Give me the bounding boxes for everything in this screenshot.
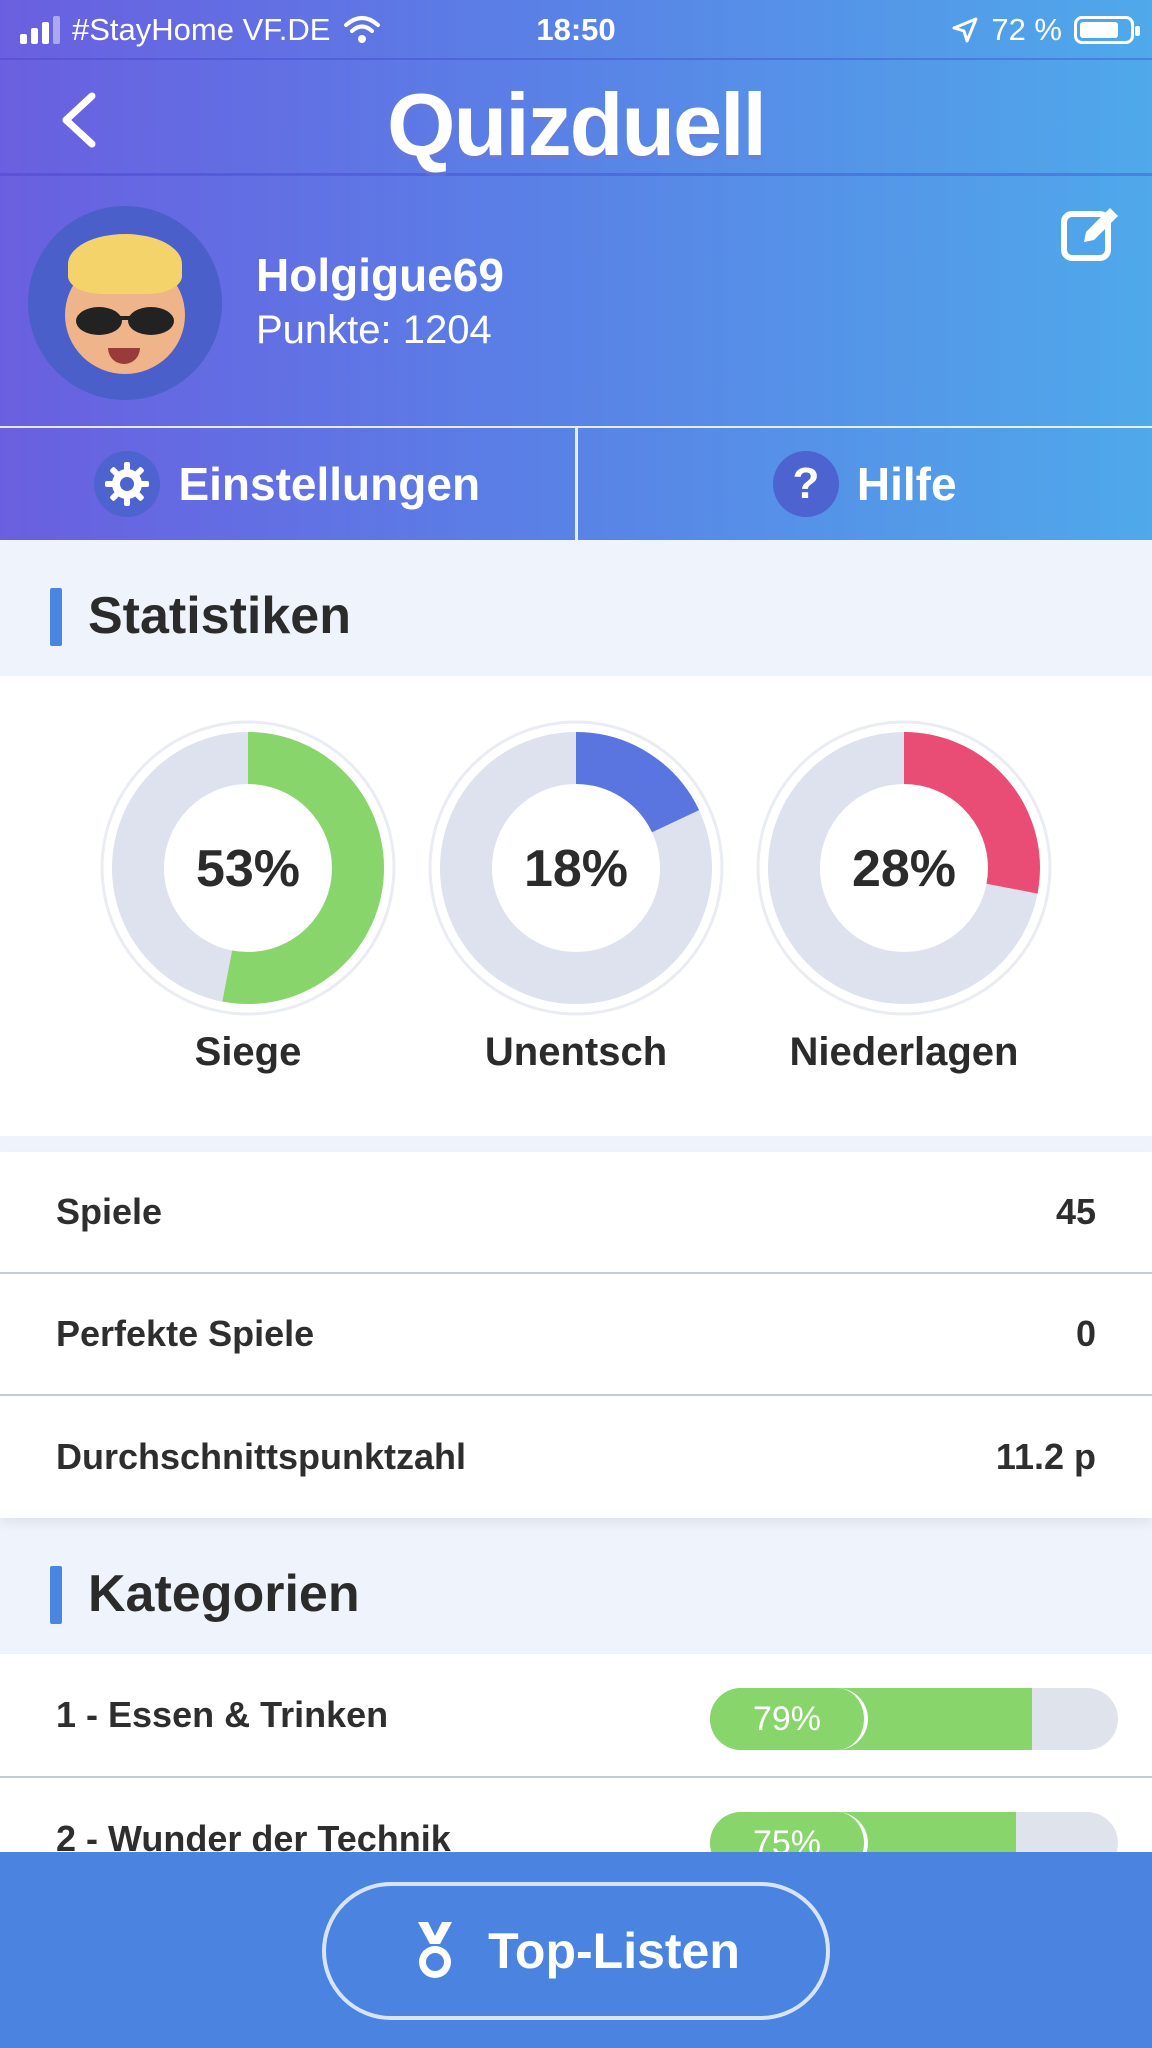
edit-icon[interactable]: [1058, 202, 1122, 266]
status-time: 18:50: [536, 12, 616, 47]
draws-label: Unentsch: [484, 1030, 668, 1074]
medal-icon: [418, 1922, 453, 1978]
wins-label: Siege: [194, 1030, 302, 1074]
categories-header: Kategorien: [0, 1518, 1152, 1654]
stat-label: Perfekte Spiele: [56, 1313, 315, 1354]
stat-row-games: Spiele 45: [0, 1152, 1152, 1274]
toplist-button[interactable]: Top-Listen: [322, 1882, 830, 2020]
category-progress-track: 79%: [710, 1688, 1118, 1750]
signal-icon: [20, 16, 60, 44]
categories-title: Kategorien: [88, 1565, 360, 1623]
donut-value-arc: [112, 732, 384, 1004]
stat-row-perfect-games: Perfekte Spiele 0: [0, 1274, 1152, 1396]
bottom-bar: Top-Listen: [0, 1852, 1152, 2048]
username: Holgigue69: [256, 249, 504, 301]
help-button[interactable]: ? Hilfe: [574, 428, 1152, 540]
sunglasses-icon: [76, 307, 174, 335]
back-chevron-icon[interactable]: [52, 90, 112, 150]
stat-label: Spiele: [56, 1191, 163, 1232]
losses-label: Niederlagen: [789, 1030, 1019, 1074]
stats-list: Spiele 45 Perfekte Spiele 0 Durchschnitt…: [0, 1152, 1152, 1518]
status-bar: #StayHome VF.DE 18:50 72 %: [0, 0, 1152, 58]
category-row[interactable]: 1 - Essen & Trinken 79%: [0, 1654, 1152, 1778]
wins-donut-chart: 53%: [100, 720, 396, 1016]
stat-value: 0: [1075, 1313, 1096, 1354]
stat-value: 45: [1055, 1191, 1096, 1232]
action-bar: Einstellungen ? Hilfe: [0, 426, 1152, 540]
stat-value: 11.2 p: [995, 1436, 1096, 1477]
donut-percent-text: 28%: [852, 840, 956, 898]
question-icon: ?: [772, 451, 839, 517]
donut-percent-text: 18%: [524, 840, 628, 898]
statistics-card: 53% Siege 18% Unentsch 28% Niederlagen: [0, 676, 1152, 1136]
gear-icon: [94, 451, 161, 517]
stat-label: Durchschnittspunktzahl: [56, 1436, 467, 1477]
statistics-title: Statistiken: [88, 587, 351, 645]
donut-value-arc: [440, 732, 712, 1004]
toplist-label: Top-Listen: [488, 1923, 740, 1979]
points-label: Punkte: 1204: [256, 308, 492, 352]
statistics-header: Statistiken: [0, 540, 1152, 676]
stat-row-average-score: Durchschnittspunktzahl 11.2 p: [0, 1396, 1152, 1518]
losses-donut-chart: 28%: [756, 720, 1052, 1016]
settings-label: Einstellungen: [178, 458, 481, 510]
status-right: 72 %: [951, 12, 1140, 48]
avatar[interactable]: [28, 206, 222, 400]
app-logo: Quizduell: [387, 75, 767, 174]
donut-percent-text: 53%: [196, 840, 300, 898]
battery-percent: 72 %: [991, 12, 1062, 47]
settings-button[interactable]: Einstellungen: [0, 428, 575, 540]
help-label: Hilfe: [856, 458, 957, 510]
profile-section: Holgigue69 Punkte: 1204: [0, 178, 1152, 426]
nav-bar: Quizduell: [0, 58, 1152, 176]
category-percent: 79%: [710, 1688, 868, 1750]
header-area: #StayHome VF.DE 18:50 72 % Quizduell: [0, 0, 1152, 540]
status-left: #StayHome VF.DE: [20, 12, 382, 48]
draws-donut-chart: 18%: [428, 720, 724, 1016]
donut-value-arc: [768, 732, 1040, 1004]
carrier-label: #StayHome VF.DE: [72, 12, 331, 47]
category-name: 1 - Essen & Trinken: [56, 1694, 389, 1735]
donut-wins: 53% Siege: [98, 718, 398, 1075]
battery-icon: [1074, 16, 1140, 44]
donut-draws: 18% Unentsch: [426, 718, 726, 1075]
location-icon: [952, 17, 978, 43]
donut-losses: 28% Niederlagen: [754, 718, 1054, 1075]
wifi-icon: [344, 16, 381, 43]
